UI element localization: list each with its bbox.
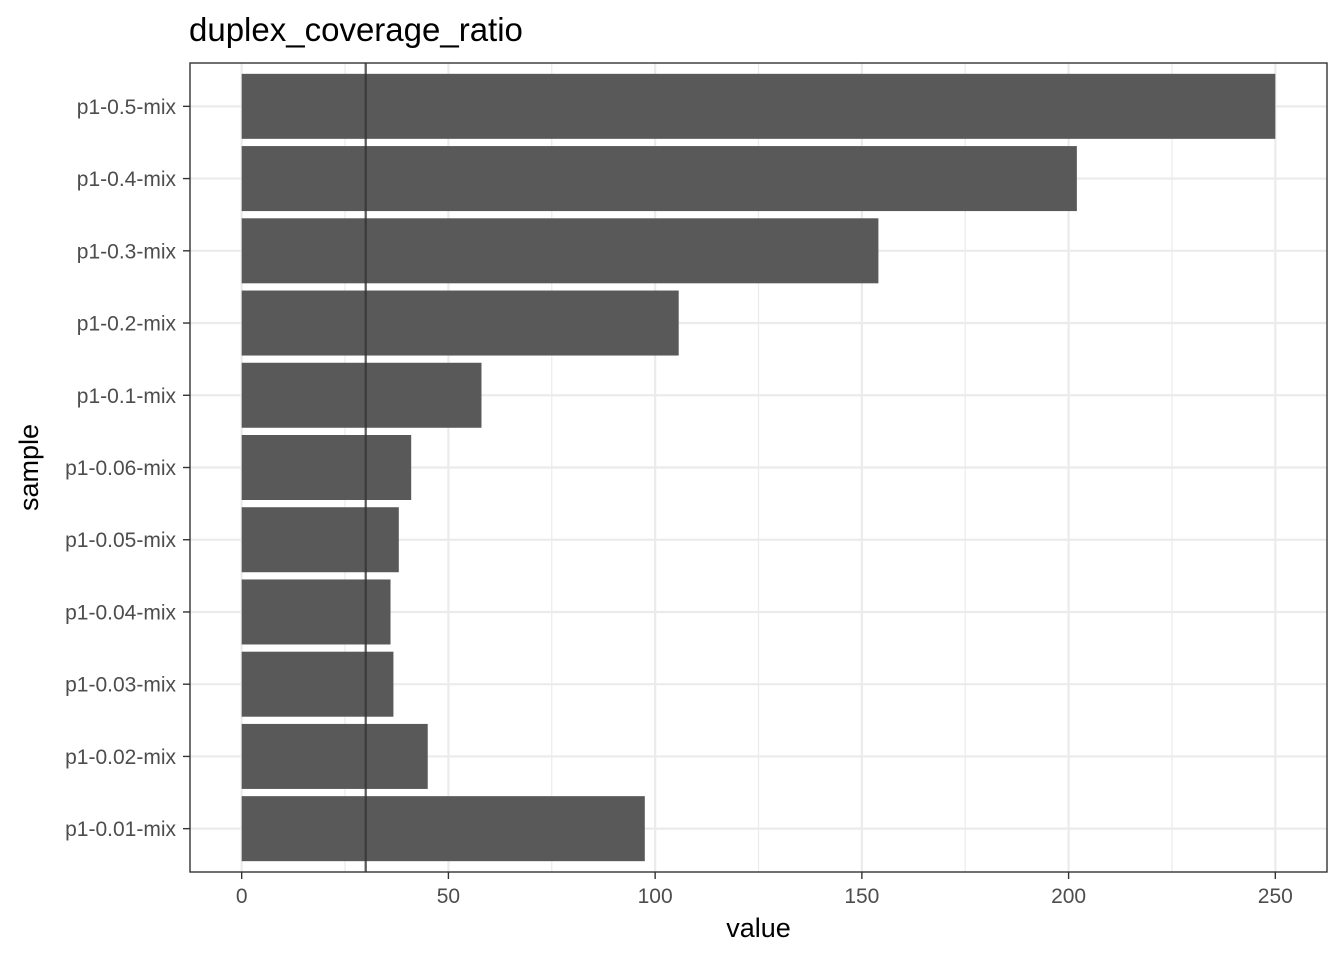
y-tick-label: p1-0.05-mix <box>65 529 176 552</box>
bars <box>241 73 1276 862</box>
x-tick-label: 150 <box>844 885 879 908</box>
bar <box>241 362 482 428</box>
bar <box>241 434 412 501</box>
y-tick-label: p1-0.5-mix <box>77 96 177 119</box>
bar <box>241 507 399 573</box>
x-tick-label: 100 <box>638 885 673 908</box>
bar <box>241 651 394 717</box>
x-tick-label: 200 <box>1051 885 1086 908</box>
bar <box>241 146 1077 212</box>
bar <box>241 579 391 645</box>
y-tick-label: p1-0.04-mix <box>65 601 176 624</box>
y-tick-label: p1-0.02-mix <box>65 746 176 769</box>
y-tick-label: p1-0.3-mix <box>77 240 177 263</box>
chart-title: duplex_coverage_ratio <box>189 11 523 48</box>
y-tick-label: p1-0.4-mix <box>77 168 177 191</box>
x-tick-label: 0 <box>236 885 248 908</box>
bar <box>241 723 428 789</box>
y-tick-label: p1-0.03-mix <box>65 674 176 697</box>
x-tick-label: 250 <box>1258 885 1293 908</box>
y-tick-label: p1-0.1-mix <box>77 385 177 408</box>
bar <box>241 218 879 284</box>
x-axis-title: value <box>726 913 791 943</box>
bar <box>241 73 1276 139</box>
y-axis: p1-0.01-mix p1-0.02-mix p1-0.03-mix p1-0.04… <box>65 96 190 841</box>
bar <box>241 796 645 862</box>
y-axis-title: sample <box>14 424 44 511</box>
y-tick-label: p1-0.01-mix <box>65 818 176 841</box>
y-tick-label: p1-0.2-mix <box>77 313 177 336</box>
y-tick-label: p1-0.06-mix <box>65 457 176 480</box>
x-axis: 0 50 100 150 200 250 <box>236 872 1293 908</box>
x-tick-label: 50 <box>437 885 460 908</box>
bar <box>241 290 679 356</box>
